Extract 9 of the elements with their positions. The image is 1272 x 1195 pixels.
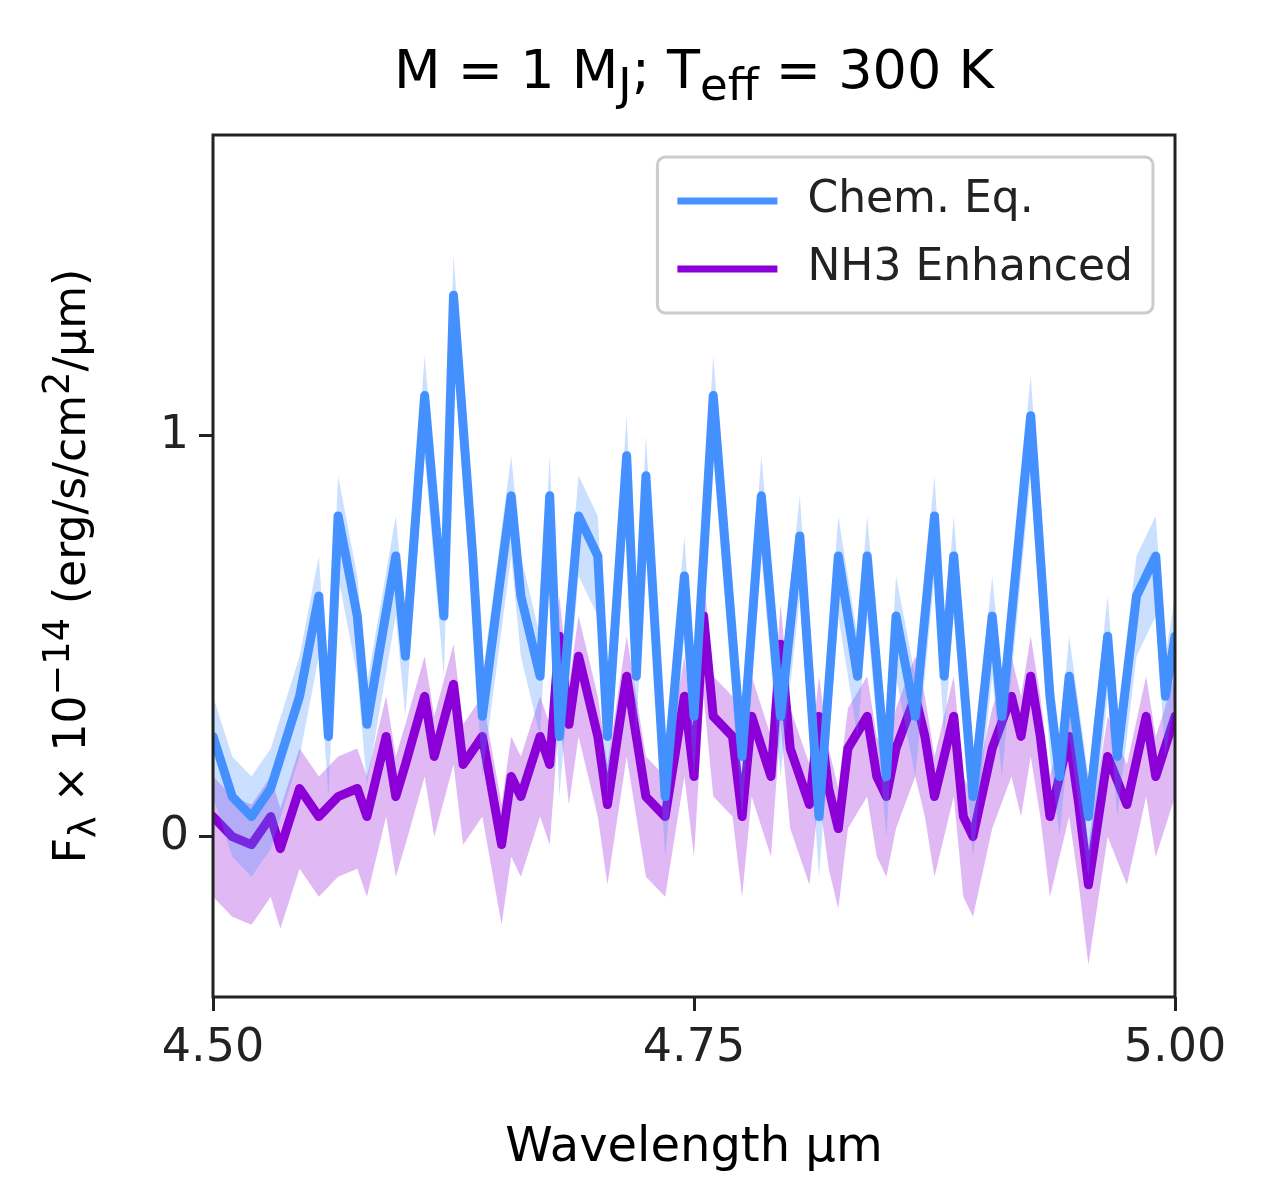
- legend-label: Chem. Eq.: [807, 171, 1034, 223]
- legend-label: NH3 Enhanced: [807, 239, 1134, 291]
- x-tick-label: 5.00: [1123, 1017, 1227, 1072]
- chart-title: M = 1 M$_{J}$; T$_{eff}$ = 300 K: [393, 38, 996, 113]
- x-tick-label: 4.50: [161, 1017, 265, 1072]
- x-axis-title: Wavelength μm: [504, 1115, 884, 1173]
- y-tick-label: 0: [159, 805, 189, 860]
- x-tick-label: 4.75: [642, 1017, 746, 1072]
- y-tick-label: 1: [159, 404, 189, 459]
